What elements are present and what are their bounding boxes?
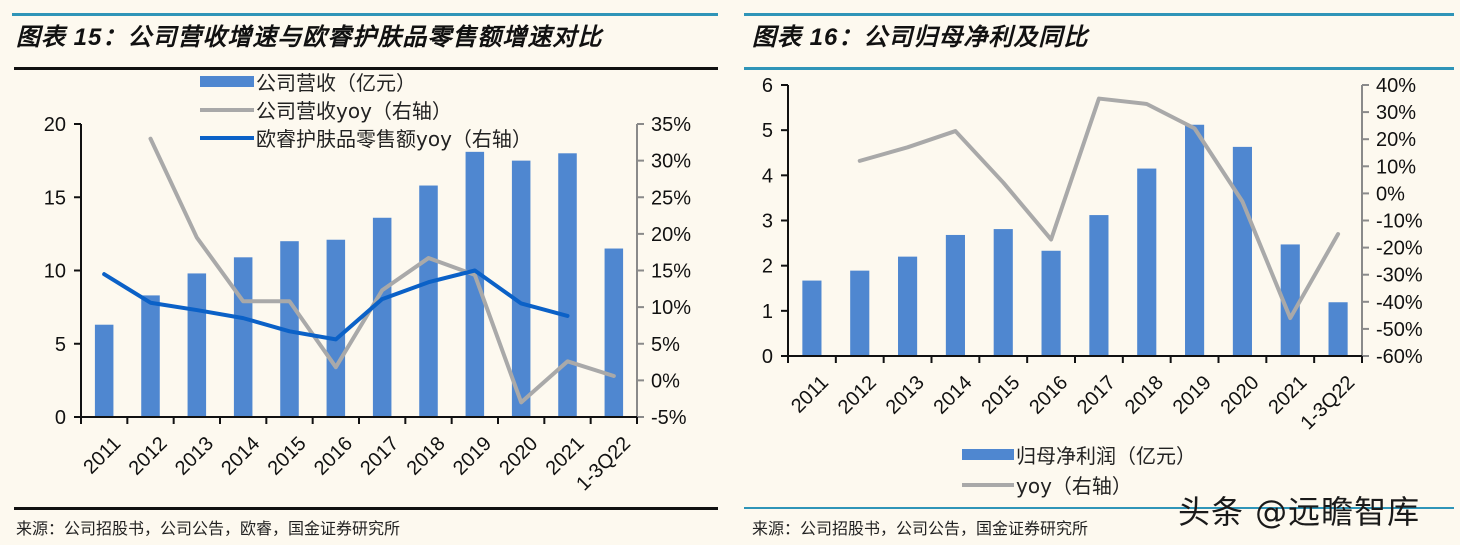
left-y-tick-label: 15	[44, 187, 66, 209]
bar-2018	[419, 185, 438, 417]
bar-2017	[1089, 215, 1109, 356]
figure-16-chart: 0 1 2 3 4 5 6 -60% -50% -40% -30% -20% -10% 0% 10% 20% 3…	[762, 75, 1423, 498]
right-y-tick-label: 30%	[651, 151, 691, 173]
x-tick-label-2011: 2011	[79, 433, 125, 479]
left-y-tick-label: 5	[762, 120, 773, 142]
right-y-tick-label: 10%	[1376, 156, 1416, 178]
x-tick-label-2020: 2020	[1217, 372, 1264, 419]
x-tick-label-2018: 2018	[1121, 372, 1168, 419]
right-y-tick-label: 40%	[1376, 75, 1416, 97]
bar-1-3Q22	[604, 248, 624, 417]
x-tick-label-2014: 2014	[930, 372, 977, 419]
right-y-tick-label: -20%	[1376, 238, 1423, 260]
right-y-tick-label: 0%	[651, 370, 680, 392]
right-y-tick-label: -60%	[1376, 346, 1423, 368]
bar-2016	[326, 239, 346, 417]
figure-16-panel: 图表 16：公司归母净利及同比 0 1 2 3 4 5 6 -60% -50% -40% -30% -…	[730, 0, 1460, 545]
figure-15-title: 图表 15：公司营收增速与欧睿护肤品零售额增速对比	[16, 24, 603, 51]
bar-2015	[993, 229, 1013, 356]
legend-label: 归母净利润（亿元）	[1016, 444, 1196, 468]
legend-label: 公司营收（亿元）	[256, 71, 416, 95]
legend-label: yoy（右轴）	[1016, 474, 1132, 498]
x-tick-label-2013: 2013	[882, 372, 929, 419]
bar-2011	[802, 280, 822, 356]
bar-2016	[1041, 250, 1061, 356]
x-tick-label-2015: 2015	[264, 433, 311, 480]
figure-15-panel: 图表 15：公司营收增速与欧睿护肤品零售额增速对比 0 5 10 15 20 -5% 0% 5…	[12, 13, 718, 538]
x-tick-label-2016: 2016	[1025, 372, 1072, 419]
bar-2013	[898, 256, 918, 356]
right-y-tick-label: 35%	[651, 114, 691, 136]
right-y-tick-label: 25%	[651, 187, 691, 209]
x-tick-label-2012: 2012	[125, 433, 172, 480]
source-divider	[744, 507, 1454, 509]
right-y-tick-label: 30%	[1376, 102, 1416, 124]
x-tick-label-2011: 2011	[787, 372, 833, 418]
title-divider	[14, 67, 718, 70]
x-tick-label-2014: 2014	[217, 433, 264, 480]
bar-2015	[280, 241, 299, 417]
left-y-tick-label: 20	[44, 114, 66, 136]
legend-swatch-bar	[200, 76, 254, 87]
right-y-tick-label: -30%	[1376, 265, 1423, 287]
bar-2018	[1137, 168, 1157, 356]
bar-2012	[850, 270, 870, 356]
legend-label: 公司营收yoy（右轴）	[256, 99, 452, 123]
left-y-tick-label: 2	[762, 256, 773, 278]
bar-2020	[1232, 146, 1252, 356]
bar-2021	[558, 153, 577, 418]
right-y-tick-label: -40%	[1376, 292, 1423, 314]
left-y-tick-label: 0	[762, 346, 773, 368]
right-y-tick-label: 20%	[651, 224, 691, 246]
x-tick-label-2019: 2019	[449, 433, 496, 480]
bar-2019	[1185, 124, 1205, 356]
left-y-tick-label: 0	[55, 407, 66, 429]
source-divider	[14, 507, 718, 510]
figure-16-source: 来源：公司招股书，公司公告，国金证券研究所	[752, 519, 1089, 538]
bar-2020	[511, 160, 531, 417]
legend-swatch-bar	[962, 449, 1014, 460]
left-y-tick-label: 10	[44, 261, 66, 283]
bar-2019	[465, 151, 485, 417]
bar-2017	[372, 217, 392, 417]
x-tick-label-1-3Q22: 1-3Q22	[1296, 372, 1359, 435]
bar-2014	[233, 257, 253, 417]
right-y-tick-label: 20%	[1376, 129, 1416, 151]
right-y-tick-label: -10%	[1376, 211, 1423, 233]
left-y-tick-label: 6	[762, 75, 773, 97]
top-rule	[744, 13, 1454, 16]
bar-2011	[94, 324, 114, 417]
x-tick-label-2018: 2018	[403, 433, 450, 480]
watermark: 头条 @远瞻智库	[1178, 493, 1421, 531]
x-tick-label-2020: 2020	[495, 433, 542, 480]
right-y-tick-label: -5%	[651, 407, 687, 429]
figure-15-source: 来源：公司招股书，公司公告，欧睿，国金证券研究所	[16, 519, 401, 538]
figure-16-title: 图表 16：公司归母净利及同比	[752, 24, 1089, 51]
title-divider	[744, 67, 1454, 70]
left-y-tick-label: 5	[55, 334, 66, 356]
left-y-tick-label: 3	[762, 211, 773, 233]
right-y-tick-label: 15%	[651, 261, 691, 283]
x-tick-label-2016: 2016	[310, 433, 357, 480]
right-y-tick-label: 5%	[651, 334, 680, 356]
right-y-tick-label: 0%	[1376, 183, 1405, 205]
right-y-tick-label: -50%	[1376, 319, 1423, 341]
x-tick-label-2017: 2017	[1073, 372, 1120, 419]
bar-2021	[1280, 244, 1300, 356]
x-tick-label-2019: 2019	[1169, 372, 1216, 419]
x-tick-label-2015: 2015	[977, 372, 1024, 419]
x-tick-label-2013: 2013	[171, 433, 218, 480]
top-rule	[12, 13, 718, 16]
legend-label: 欧睿护肤品零售额yoy（右轴）	[256, 127, 532, 151]
bar-2012	[141, 295, 160, 417]
right-y-tick-label: 10%	[651, 297, 691, 319]
bar-2014	[945, 234, 965, 356]
left-y-tick-label: 1	[762, 301, 773, 323]
bar-1-3Q22	[1328, 302, 1348, 356]
left-y-tick-label: 4	[762, 165, 773, 187]
x-tick-label-2012: 2012	[834, 372, 881, 419]
bar-2013	[187, 273, 207, 417]
x-tick-label-2017: 2017	[356, 433, 403, 480]
